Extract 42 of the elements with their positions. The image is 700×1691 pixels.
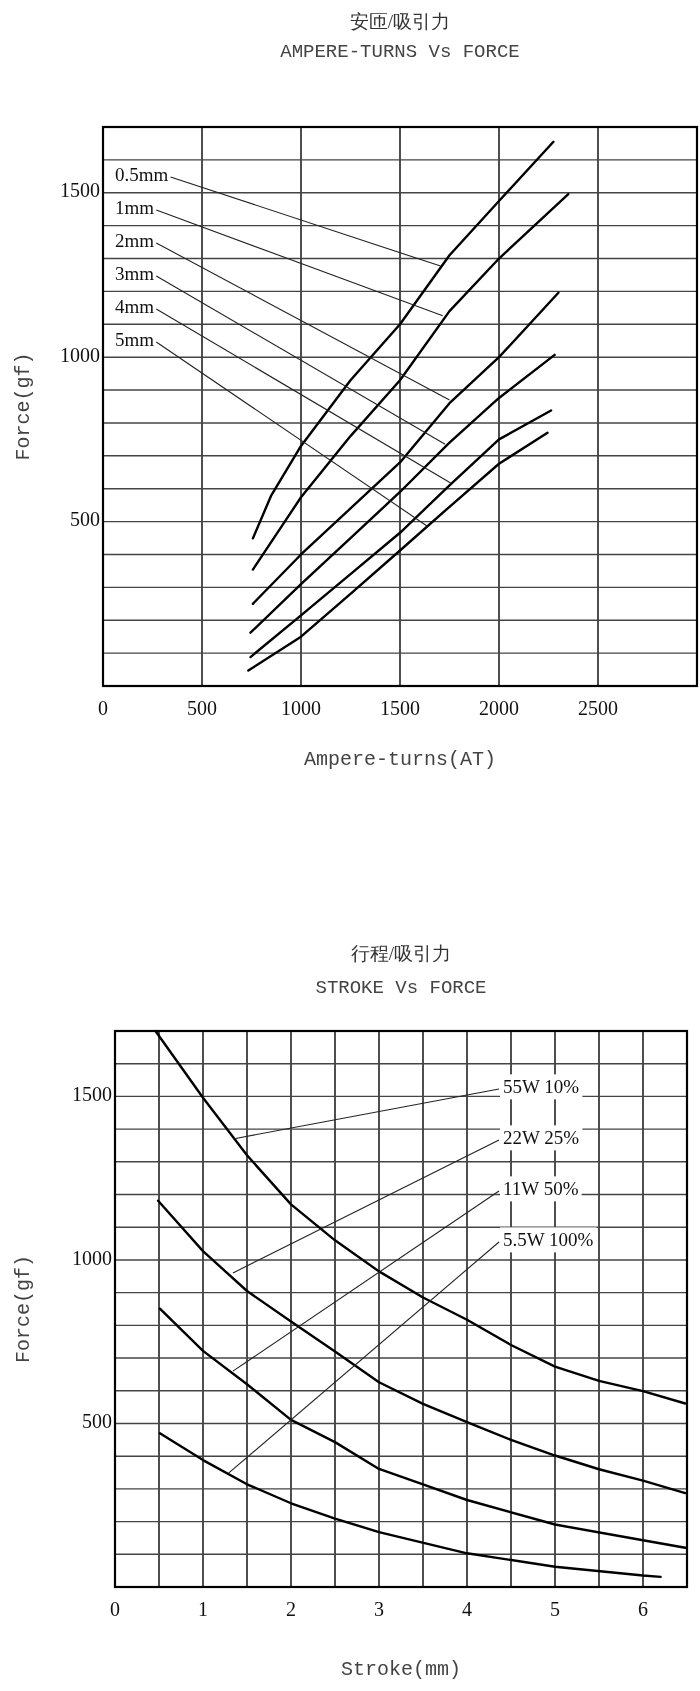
x-tick-label: 1 <box>198 1597 208 1620</box>
x-tick-label: 6 <box>638 1597 648 1620</box>
x-axis-title: Ampere-turns(AT) <box>303 748 497 772</box>
y-tick-label: 1500 <box>72 1083 112 1106</box>
chart-subtitle: STROKE Vs FORCE <box>315 977 487 1000</box>
x-tick-label: 2 <box>286 1597 296 1620</box>
y-tick-label: 1500 <box>60 179 100 202</box>
y-tick-label: 500 <box>70 508 100 531</box>
annotation: 0.5mm <box>115 164 169 186</box>
chart-title: 安匝/吸引力 <box>349 11 451 33</box>
x-tick-label: 0 <box>98 696 108 719</box>
x-tick-label: 4 <box>462 1597 472 1620</box>
x-tick-label: 1000 <box>281 696 321 719</box>
annotation: 5mm <box>115 329 155 351</box>
x-tick-label: 1500 <box>380 696 420 719</box>
annotation: 4mm <box>115 296 155 318</box>
x-tick-label: 5 <box>550 1597 560 1620</box>
line-series <box>158 1432 662 1579</box>
annotation: 11W 50% <box>503 1178 579 1200</box>
x-tick-label: 3 <box>374 1597 384 1620</box>
annotation: 3mm <box>115 263 155 285</box>
annotation: 22W 25% <box>503 1127 580 1149</box>
y-tick-label: 1000 <box>72 1246 112 1269</box>
x-tick-label: 500 <box>187 696 217 719</box>
y-tick-label: 500 <box>82 1410 112 1433</box>
chart-title: 行程/吸引力 <box>350 943 452 965</box>
annotation: 5.5W 100% <box>503 1229 594 1251</box>
y-tick-label: 1000 <box>60 343 100 366</box>
line-series <box>251 140 555 540</box>
annotation: 1mm <box>115 197 155 219</box>
x-tick-label: 2500 <box>578 696 618 719</box>
line-series <box>251 192 570 571</box>
x-tick-label: 0 <box>110 1597 120 1620</box>
y-axis-title: Force(gf) <box>12 1254 36 1364</box>
chart-subtitle: AMPERE-TURNS Vs FORCE <box>280 41 520 64</box>
annotation: 55W 10% <box>503 1076 580 1098</box>
x-tick-label: 2000 <box>479 696 519 719</box>
y-axis-title: Force(gf) <box>12 352 36 461</box>
line-series <box>249 353 556 634</box>
x-axis-title: Stroke(mm) <box>340 1658 462 1682</box>
line-series <box>251 291 560 605</box>
annotation: 2mm <box>115 230 155 252</box>
